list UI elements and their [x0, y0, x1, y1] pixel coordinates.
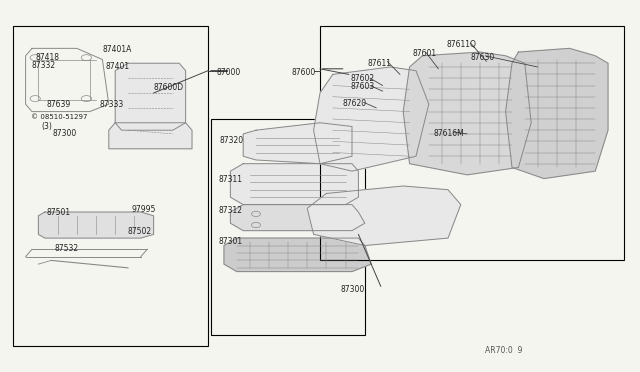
Text: © 08510-51297: © 08510-51297: [31, 114, 87, 120]
Text: 87616M: 87616M: [434, 129, 465, 138]
Text: 87600D: 87600D: [154, 83, 184, 92]
Polygon shape: [115, 63, 186, 130]
Text: 87300: 87300: [52, 129, 77, 138]
Polygon shape: [307, 186, 461, 246]
Polygon shape: [230, 164, 358, 205]
Text: 87601: 87601: [413, 49, 437, 58]
Polygon shape: [230, 205, 365, 231]
Text: 87333: 87333: [99, 100, 124, 109]
Text: 87532: 87532: [54, 244, 79, 253]
Text: 87501: 87501: [46, 208, 70, 217]
Text: 87401A: 87401A: [102, 45, 132, 54]
Polygon shape: [224, 238, 371, 272]
Text: 87611: 87611: [368, 59, 392, 68]
Text: 87620: 87620: [342, 99, 367, 108]
Polygon shape: [109, 123, 192, 149]
Text: 87611Q: 87611Q: [447, 40, 477, 49]
Text: 97995: 97995: [131, 205, 156, 214]
Polygon shape: [243, 123, 352, 164]
Bar: [211, 119, 365, 335]
Text: 87312: 87312: [219, 206, 243, 215]
Polygon shape: [506, 48, 608, 179]
Bar: [13, 26, 208, 346]
Text: 87418: 87418: [35, 53, 60, 62]
Text: 87301: 87301: [219, 237, 243, 246]
Bar: [320, 26, 624, 260]
Text: AR70:0  9: AR70:0 9: [485, 346, 522, 355]
Text: 87602: 87602: [351, 74, 375, 83]
Polygon shape: [38, 212, 154, 238]
Text: (3): (3): [42, 122, 52, 131]
Text: 87311: 87311: [219, 175, 243, 184]
Text: 87630: 87630: [470, 53, 495, 62]
Text: 87332: 87332: [31, 61, 56, 70]
Text: 87603: 87603: [351, 82, 375, 91]
Text: 87600: 87600: [291, 68, 316, 77]
Text: 87300: 87300: [340, 285, 365, 294]
Text: 87000: 87000: [216, 68, 241, 77]
Text: 87320: 87320: [220, 136, 244, 145]
Text: 87502: 87502: [128, 227, 152, 236]
Text: 87401: 87401: [106, 62, 130, 71]
Text: 87639: 87639: [47, 100, 71, 109]
Polygon shape: [403, 52, 531, 175]
Polygon shape: [314, 67, 429, 171]
